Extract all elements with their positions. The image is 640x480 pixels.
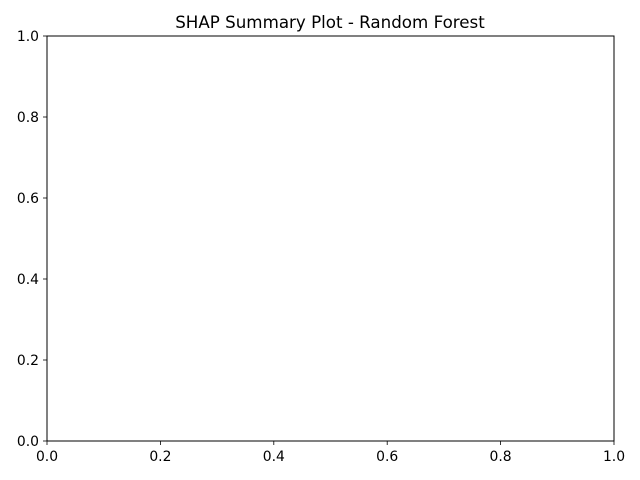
x-tick-label: 0.0 [36,449,58,465]
x-tick-label: 0.6 [376,449,398,465]
y-tick-label: 0.8 [17,110,39,126]
x-axis: 0.0 0.2 0.4 0.6 0.8 1.0 [36,441,625,465]
chart-title: SHAP Summary Plot - Random Forest [175,12,485,32]
x-tick-label: 0.4 [263,449,285,465]
y-tick-label: 0.6 [17,191,39,207]
y-tick-label: 0.2 [17,353,39,369]
y-tick-label: 0.0 [17,434,39,450]
x-tick-label: 0.2 [149,449,171,465]
x-tick-label: 0.8 [490,449,512,465]
plot-area-frame [46,35,615,442]
y-tick-label: 1.0 [17,29,39,45]
y-axis: 0.0 0.2 0.4 0.6 0.8 1.0 [17,29,47,450]
x-tick-label: 1.0 [603,449,625,465]
y-tick-label: 0.4 [17,272,39,288]
